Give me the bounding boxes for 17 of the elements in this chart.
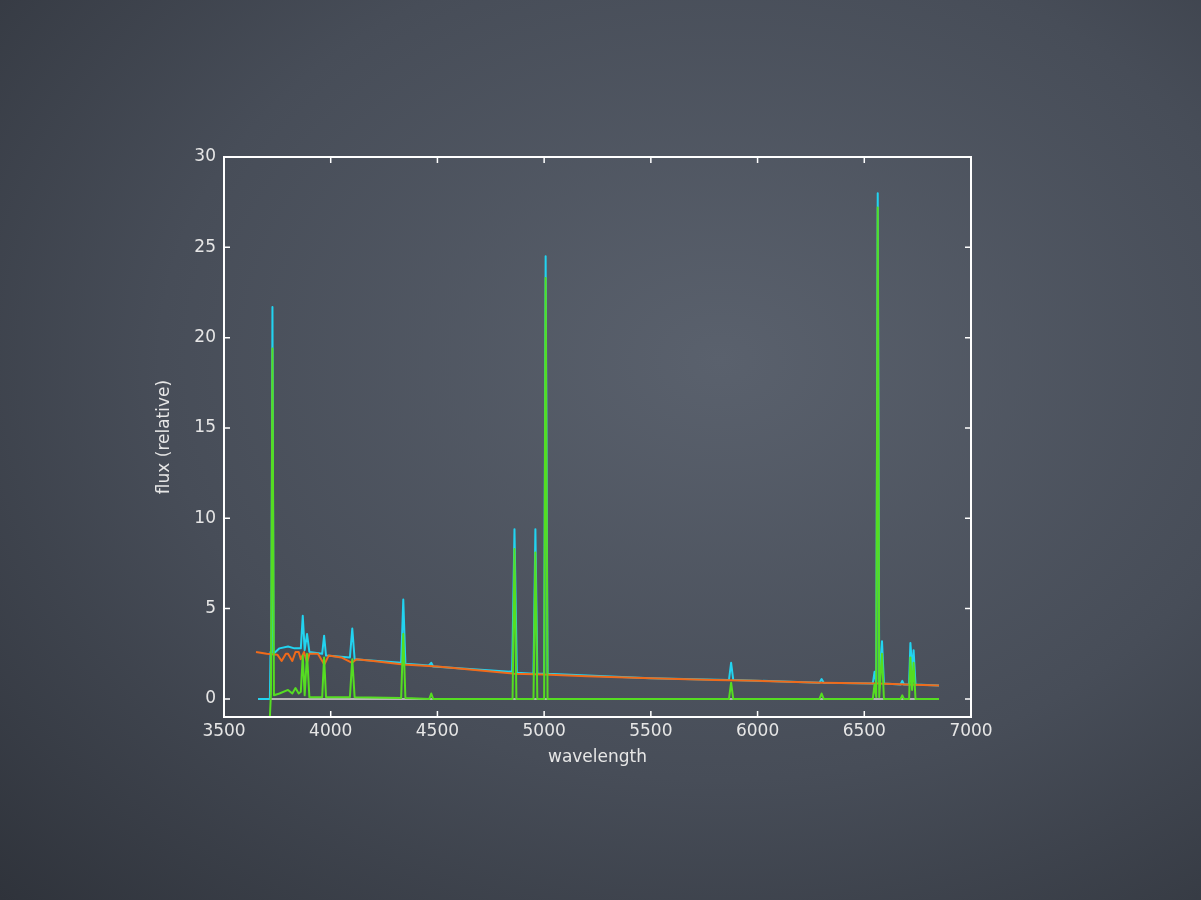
x-axis-title: wavelength [547, 746, 648, 767]
y-tick-label: 15 [194, 416, 216, 437]
x-tick-label: 5000 [522, 719, 566, 740]
y-tick-label: 20 [194, 326, 216, 347]
x-tick-label: 7000 [949, 719, 993, 740]
y-tick-label: 5 [205, 597, 216, 618]
y-tick-label: 0 [205, 687, 216, 708]
y-axis-title: flux (relative) [152, 379, 173, 495]
x-tick-label: 6500 [842, 719, 886, 740]
x-tick-label: 4000 [309, 719, 353, 740]
x-tick-label: 4500 [415, 719, 460, 740]
y-tick-label: 30 [194, 145, 216, 166]
x-tick-label: 5500 [629, 719, 673, 740]
y-tick-label: 25 [194, 235, 216, 256]
x-tick-label: 6000 [735, 719, 780, 740]
x-tick-label: 3500 [202, 719, 246, 740]
y-tick-label: 10 [194, 506, 216, 527]
